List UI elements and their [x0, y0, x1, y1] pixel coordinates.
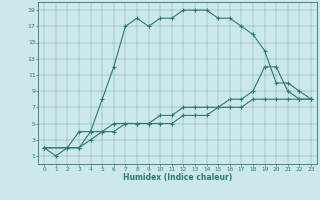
X-axis label: Humidex (Indice chaleur): Humidex (Indice chaleur) [123, 173, 232, 182]
